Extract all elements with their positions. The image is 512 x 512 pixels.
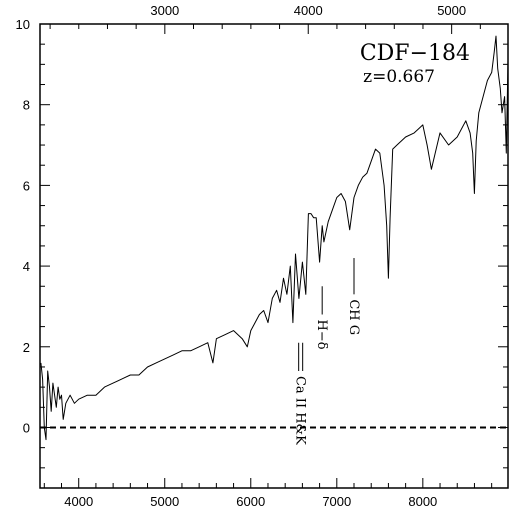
x-tick-label: 8000 [408, 494, 437, 509]
y-tick-label: 4 [23, 259, 30, 274]
chart-title: CDF−184 [360, 41, 470, 66]
top-tick-label: 3000 [150, 3, 179, 18]
feature-label: CH G [346, 299, 361, 335]
y-tick-label: 6 [23, 178, 30, 193]
y-tick-label: 8 [23, 98, 30, 113]
top-tick-label: 5000 [437, 3, 466, 18]
top-tick-label: 4000 [294, 3, 323, 18]
plot-frame [39, 23, 509, 489]
y-tick-label: 10 [16, 17, 30, 32]
y-tick-label: 0 [23, 420, 30, 435]
axes-layer: 4000 5000 6000 7000 8000 3000 4000 5000 0 2 4 6 8 10 [16, 3, 508, 509]
y-tick-label: 2 [23, 340, 30, 355]
x-tick-label: 6000 [236, 494, 265, 509]
x-tick-label: 4000 [64, 494, 93, 509]
spectrum-line [40, 35, 509, 441]
x-tick-label: 5000 [150, 494, 179, 509]
x-tick-label: 7000 [322, 494, 351, 509]
line-labels-layer: Ca II H&K H−δ CH G [293, 258, 361, 445]
chart-subtitle: z=0.667 [363, 67, 435, 87]
feature-label: H−δ [314, 320, 329, 350]
series-layer [40, 35, 509, 441]
feature-label: Ca II H&K [293, 376, 308, 445]
